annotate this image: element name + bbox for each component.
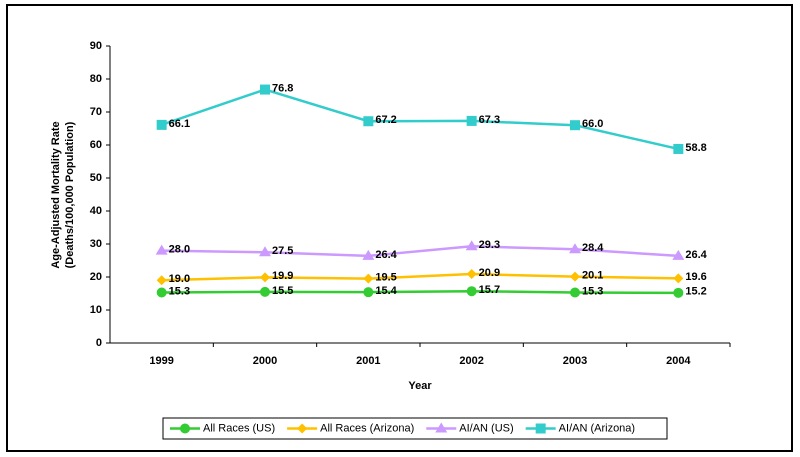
y-tick-label: 90: [90, 40, 102, 52]
data-point: [673, 287, 684, 298]
y-axis-title: (Deaths/100,000 Population): [64, 121, 76, 268]
data-point: [570, 120, 580, 131]
data-point: [260, 84, 270, 95]
data-label: 76.8: [272, 82, 293, 94]
legend-label: AI/AN (US): [459, 422, 513, 434]
data-point: [156, 287, 167, 298]
x-axis-title: Year: [408, 380, 432, 392]
y-tick-label: 30: [90, 238, 102, 250]
data-point: [362, 249, 375, 260]
data-label: 15.5: [272, 285, 293, 297]
data-point: [466, 286, 477, 297]
legend-marker: [435, 422, 448, 433]
data-label: 58.8: [685, 142, 706, 154]
legend-label: All Races (Arizona): [320, 422, 414, 434]
x-tick-label: 2000: [253, 355, 277, 367]
data-label: 19.5: [375, 272, 396, 284]
data-point: [673, 273, 684, 284]
data-point: [259, 246, 271, 257]
data-point: [363, 273, 374, 284]
x-tick-label: 2001: [356, 355, 380, 367]
data-label: 19.6: [685, 271, 706, 283]
x-tick-label: 2004: [666, 355, 691, 367]
data-label: 20.9: [479, 267, 500, 279]
data-label: 27.5: [272, 245, 293, 257]
data-point: [363, 287, 374, 298]
data-point: [465, 240, 478, 251]
legend-label: All Races (US): [203, 422, 275, 434]
data-label: 26.4: [685, 249, 707, 261]
data-point: [363, 116, 374, 127]
legend: [162, 417, 668, 440]
data-label: 66.0: [582, 118, 603, 130]
data-point: [155, 244, 168, 255]
data-label: 15.3: [582, 285, 603, 297]
series-line: [161, 245, 679, 258]
data-label: 29.3: [479, 239, 500, 251]
data-label: 15.4: [375, 285, 397, 297]
data-label: 28.4: [582, 242, 604, 254]
data-label: 15.2: [685, 286, 706, 298]
data-point: [673, 143, 684, 154]
series-line: [161, 289, 679, 295]
data-label: 20.1: [582, 270, 603, 282]
legend-label: AI/AN (Arizona): [559, 422, 635, 434]
data-point: [466, 115, 477, 126]
series-line: [161, 88, 679, 151]
y-axis-title: Age-Adjusted Mortality Rate: [50, 121, 62, 268]
data-label: 15.3: [169, 285, 190, 297]
data-point: [570, 271, 580, 282]
data-label: 67.3: [479, 114, 500, 126]
series-line: [161, 272, 679, 282]
data-label: 67.2: [375, 114, 396, 126]
data-point: [466, 269, 477, 280]
data-label: 19.9: [272, 270, 293, 282]
y-tick-label: 10: [90, 304, 102, 316]
x-tick-label: 2002: [459, 355, 483, 367]
legend-marker: [297, 423, 308, 434]
x-tick-label: 2003: [563, 355, 587, 367]
data-point: [260, 286, 270, 297]
frame: [6, 4, 793, 452]
data-point: [570, 287, 580, 298]
data-label: 26.4: [375, 249, 397, 261]
x-tick-label: 1999: [149, 355, 173, 367]
data-label: 15.7: [479, 284, 500, 296]
y-tick-label: 0: [96, 337, 102, 349]
data-point: [260, 272, 270, 283]
data-label: 19.0: [169, 273, 190, 285]
legend-marker: [535, 423, 546, 434]
legend-marker: [180, 423, 190, 434]
y-tick-label: 80: [90, 73, 102, 85]
data-point: [569, 243, 581, 254]
data-point: [156, 275, 167, 286]
y-tick-label: 20: [90, 271, 102, 283]
y-tick-label: 70: [90, 106, 102, 118]
y-tick-label: 40: [90, 205, 102, 217]
data-label: 28.0: [169, 244, 190, 256]
y-tick-label: 50: [90, 172, 102, 184]
data-point: [156, 119, 167, 130]
data-point: [672, 249, 685, 260]
y-tick-label: 60: [90, 139, 102, 151]
data-label: 66.1: [169, 118, 190, 130]
